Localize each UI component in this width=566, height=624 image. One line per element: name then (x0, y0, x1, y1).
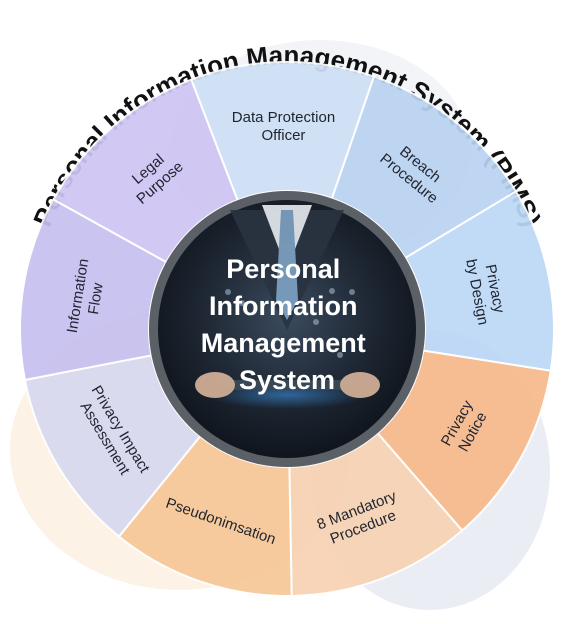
ring-segments (19, 61, 555, 597)
center-title: Personal Information Management System (201, 254, 374, 395)
segment-label: Data Protection Officer (232, 109, 335, 144)
center-line: System (239, 365, 335, 395)
center-line: Personal (226, 254, 340, 284)
center-line: Management (201, 328, 366, 358)
network-dots (225, 288, 355, 358)
businessman-illustration (195, 205, 380, 409)
segment-label-line: Data Protection (232, 109, 335, 126)
segment-label-line: Officer (262, 127, 306, 144)
center-hub: Personal Information Management System (149, 191, 425, 467)
segment-label-text: Data Protection Officer (232, 109, 335, 144)
ring-segment (52, 78, 239, 264)
segment-label-line: Flow (85, 282, 107, 316)
center-line: Information (209, 291, 358, 321)
